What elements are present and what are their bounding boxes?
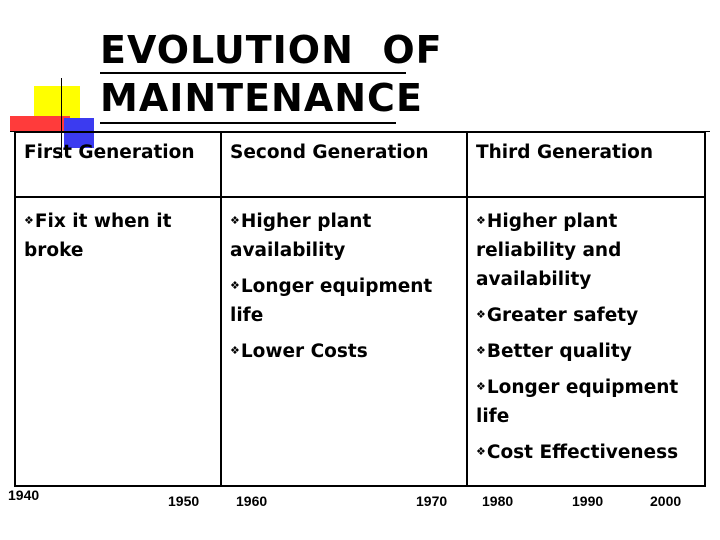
- decorative-red-bar: [10, 116, 70, 132]
- third-generation-cell: ❖Higher plant reliability and availabili…: [466, 196, 706, 487]
- four-diamond-bullet-icon: ❖: [476, 445, 486, 458]
- title-underline-1: [100, 72, 406, 74]
- year-label-1940: 1940: [8, 487, 40, 503]
- list-item: ❖Higher plant availability: [230, 211, 372, 261]
- table-body-row: ❖Fix it when it broke ❖Higher plant avai…: [14, 196, 706, 487]
- four-diamond-bullet-icon: ❖: [230, 344, 240, 357]
- slide-title-line-1: Evolution of: [100, 28, 443, 72]
- decorative-horizontal-line: [10, 131, 710, 132]
- list-item: ❖Greater safety: [476, 305, 639, 326]
- header-first-generation: First Generation: [14, 131, 222, 198]
- year-label-1980: 1980: [482, 493, 514, 509]
- list-item: ❖Better quality: [476, 341, 632, 362]
- four-diamond-bullet-icon: ❖: [476, 380, 486, 393]
- maintenance-generations-table: First Generation Second Generation Third…: [14, 131, 706, 487]
- table-header-row: First Generation Second Generation Third…: [14, 131, 706, 198]
- list-item: ❖Longer equipment life: [476, 377, 679, 427]
- year-label-1970: 1970: [416, 493, 448, 509]
- list-item: ❖Longer equipment life: [230, 276, 433, 326]
- header-third-generation: Third Generation: [466, 131, 706, 198]
- four-diamond-bullet-icon: ❖: [24, 214, 34, 227]
- four-diamond-bullet-icon: ❖: [230, 279, 240, 292]
- decorative-vertical-line: [61, 78, 62, 158]
- title-underline-2: [100, 122, 396, 124]
- first-generation-cell: ❖Fix it when it broke: [14, 196, 222, 487]
- year-label-2000: 2000: [650, 493, 682, 509]
- list-item: ❖Cost Effectiveness: [476, 442, 679, 463]
- list-item: ❖Fix it when it broke: [24, 211, 172, 261]
- year-label-1960: 1960: [236, 493, 268, 509]
- second-generation-cell: ❖Higher plant availability ❖Longer equip…: [220, 196, 468, 487]
- year-label-1990: 1990: [572, 493, 604, 509]
- slide-title: Evolution of Maintenance: [100, 26, 443, 122]
- list-item: ❖Lower Costs: [230, 341, 368, 362]
- list-item: ❖Higher plant reliability and availabili…: [476, 211, 622, 290]
- four-diamond-bullet-icon: ❖: [476, 214, 486, 227]
- header-second-generation: Second Generation: [220, 131, 468, 198]
- four-diamond-bullet-icon: ❖: [476, 308, 486, 321]
- slide-title-line-2: Maintenance: [100, 76, 423, 120]
- year-label-1950: 1950: [168, 493, 200, 509]
- four-diamond-bullet-icon: ❖: [230, 214, 240, 227]
- four-diamond-bullet-icon: ❖: [476, 344, 486, 357]
